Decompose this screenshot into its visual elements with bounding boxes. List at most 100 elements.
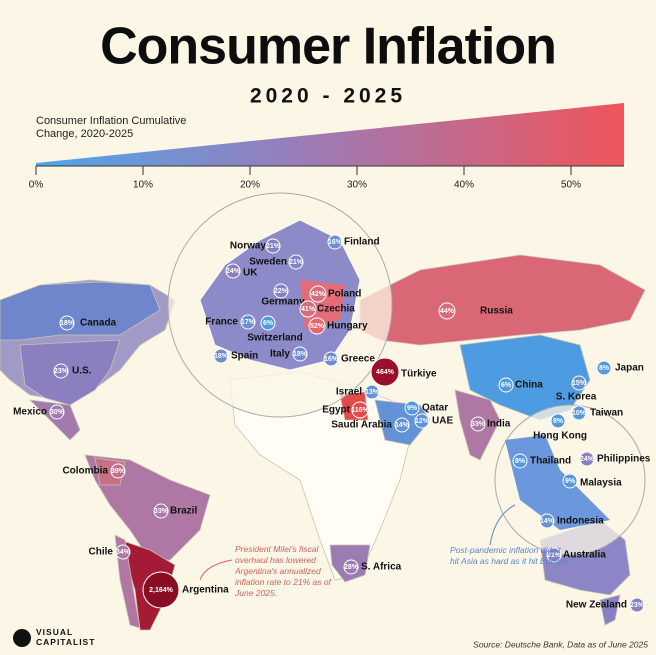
country-label: Thailand [530,456,571,467]
legend-tick-label: 50% [561,180,581,191]
legend-tick-label: 30% [347,180,367,191]
value-bubble [153,503,169,519]
legend-title: Consumer Inflation Cumulative Change, 20… [36,115,187,140]
value-label: 41% [301,306,316,313]
country-label: New Zealand [566,600,627,611]
value-bubble [260,315,276,331]
country-label: China [515,380,543,391]
country-label: Brazil [170,506,197,517]
country-label: Malaysia [580,478,622,489]
value-label: 8% [553,418,564,425]
value-bubble [629,597,645,613]
country-label: Indonesia [557,516,604,527]
legend-gradient [36,103,624,166]
value-bubble [323,351,339,367]
country-label: Poland [328,289,361,300]
value-label: 16% [328,239,343,246]
legend-tick-label: 40% [454,180,474,191]
country-label: Türkiye [401,369,437,380]
country-label: Chile [89,547,114,558]
value-label: 18% [214,353,229,360]
country-label: Saudi Arabia [331,420,392,431]
logo: VISUAL CAPITALIST [36,627,96,647]
value-label: 22% [274,288,289,295]
value-label: 24% [580,456,595,463]
country-label: India [487,419,511,430]
value-label: 6% [501,382,512,389]
country-label: U.S. [72,366,92,377]
value-bubble [327,234,343,250]
value-label: 18% [293,351,308,358]
country-label: Russia [480,306,513,317]
value-label: 33% [154,508,169,515]
value-bubble [571,375,587,391]
annotation: President Milei's fiscal overhaul has lo… [235,544,331,598]
logo-box: VISUAL CAPITALIST [36,627,96,647]
value-label: 44% [440,308,455,315]
country-label: Italy [270,349,290,360]
country-label: Mexico [13,407,47,418]
value-label: 16% [324,356,339,363]
value-bubble [59,315,75,331]
value-label: 21% [266,243,281,250]
value-label: 8% [599,365,610,372]
value-bubble [571,405,587,421]
country-label: Argentina [182,585,229,596]
value-label: 9% [565,478,576,485]
country-label: Greece [341,354,375,365]
title: Consumer Inflation [100,18,556,76]
country-label: France [205,317,238,328]
legend-title-box: Consumer Inflation Cumulative Change, 20… [36,115,187,140]
country-label: Israel [336,387,362,398]
value-label: 30% [50,409,65,416]
country-label: Australia [563,550,606,561]
value-bubble [213,348,229,364]
value-label: 14% [395,422,410,429]
value-bubble [370,357,400,387]
legend-ticks: 0% 10% 20% 30% 40% 50% [29,166,581,191]
value-bubble [550,413,566,429]
value-label: 21% [547,552,562,559]
value-bubble [596,360,612,376]
annotation: Post-pandemic inflation didn't hit Asia … [450,545,570,566]
value-label: 116% [351,407,369,414]
country-label: Finland [344,237,380,248]
value-bubble [512,453,528,469]
value-bubble [309,285,327,303]
value-label: 2,164% [149,587,174,594]
country-label: Japan [615,363,644,374]
logo-icon [13,629,31,647]
value-bubble [273,283,289,299]
value-bubble [343,559,359,575]
country-label: UAE [432,416,453,427]
value-bubble [288,254,304,270]
value-label: 18% [60,320,75,327]
value-label: 34% [116,549,131,556]
source: Source: Deutsche Bank, Data as of June 2… [473,639,648,649]
value-label: 12% [415,418,430,425]
value-bubble [142,571,180,609]
value-bubble [265,238,281,254]
value-label: 23% [630,602,645,609]
value-bubble [225,263,241,279]
value-label: 33% [471,421,486,428]
value-label: 21% [289,259,304,266]
country-label: S. Korea [556,392,597,403]
value-label: 39% [111,468,126,475]
value-label: 15% [572,380,587,387]
country-label: Norway [230,241,267,252]
value-bubble [299,300,317,318]
legend-tick-label: 0% [29,180,44,191]
subtitle: 2020 - 2025 [250,85,406,108]
value-label: 17% [241,319,256,326]
country-label: Germany [261,297,305,308]
value-label: 464% [376,369,395,376]
asia-shape [505,435,610,530]
value-bubble [539,513,555,529]
value-bubble [438,302,456,320]
legend-tick-label: 10% [133,180,153,191]
country-label: Czechia [317,304,355,315]
value-bubble [364,384,380,400]
